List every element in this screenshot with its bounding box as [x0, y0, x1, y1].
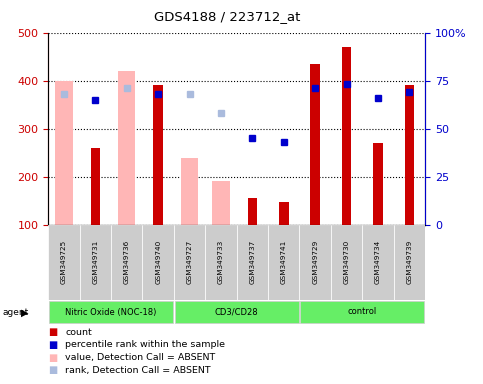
Bar: [91, 148, 100, 225]
FancyBboxPatch shape: [299, 225, 331, 300]
Text: GSM349731: GSM349731: [92, 240, 99, 284]
FancyBboxPatch shape: [111, 225, 142, 300]
FancyBboxPatch shape: [394, 225, 425, 300]
Text: GSM349730: GSM349730: [343, 240, 350, 284]
Text: agent: agent: [2, 308, 28, 318]
Text: rank, Detection Call = ABSENT: rank, Detection Call = ABSENT: [65, 366, 211, 375]
Text: ■: ■: [48, 365, 57, 375]
FancyBboxPatch shape: [205, 225, 237, 300]
Text: Nitric Oxide (NOC-18): Nitric Oxide (NOC-18): [65, 308, 157, 316]
Text: GSM349734: GSM349734: [375, 240, 381, 284]
Text: GSM349741: GSM349741: [281, 240, 287, 284]
Text: ■: ■: [48, 353, 57, 362]
Text: CD3/CD28: CD3/CD28: [215, 308, 258, 316]
Text: GSM349733: GSM349733: [218, 240, 224, 284]
Bar: [342, 47, 351, 225]
FancyBboxPatch shape: [268, 225, 299, 300]
FancyBboxPatch shape: [174, 225, 205, 300]
FancyBboxPatch shape: [48, 225, 80, 300]
FancyBboxPatch shape: [142, 225, 174, 300]
FancyBboxPatch shape: [300, 301, 424, 323]
Bar: [213, 182, 229, 225]
Text: percentile rank within the sample: percentile rank within the sample: [65, 340, 225, 349]
Text: ■: ■: [48, 340, 57, 350]
Bar: [279, 202, 288, 225]
FancyBboxPatch shape: [175, 301, 298, 323]
FancyBboxPatch shape: [49, 301, 173, 323]
FancyBboxPatch shape: [362, 225, 394, 300]
Bar: [118, 71, 135, 225]
Text: GSM349739: GSM349739: [406, 240, 412, 284]
Bar: [405, 86, 414, 225]
Bar: [373, 143, 383, 225]
Text: GSM349737: GSM349737: [249, 240, 256, 284]
Text: ▶: ▶: [21, 308, 28, 318]
Text: count: count: [65, 328, 92, 337]
Text: GSM349729: GSM349729: [312, 240, 318, 284]
Text: GSM349725: GSM349725: [61, 240, 67, 284]
Bar: [311, 64, 320, 225]
Bar: [154, 86, 163, 225]
FancyBboxPatch shape: [80, 225, 111, 300]
FancyBboxPatch shape: [237, 225, 268, 300]
Text: GSM349727: GSM349727: [186, 240, 193, 284]
Text: ■: ■: [48, 327, 57, 337]
Text: control: control: [348, 308, 377, 316]
Text: value, Detection Call = ABSENT: value, Detection Call = ABSENT: [65, 353, 215, 362]
Text: GDS4188 / 223712_at: GDS4188 / 223712_at: [154, 10, 300, 23]
Bar: [56, 81, 72, 225]
FancyBboxPatch shape: [331, 225, 362, 300]
Bar: [181, 159, 198, 225]
Text: GSM349740: GSM349740: [155, 240, 161, 284]
Text: GSM349736: GSM349736: [124, 240, 130, 284]
Bar: [248, 198, 257, 225]
